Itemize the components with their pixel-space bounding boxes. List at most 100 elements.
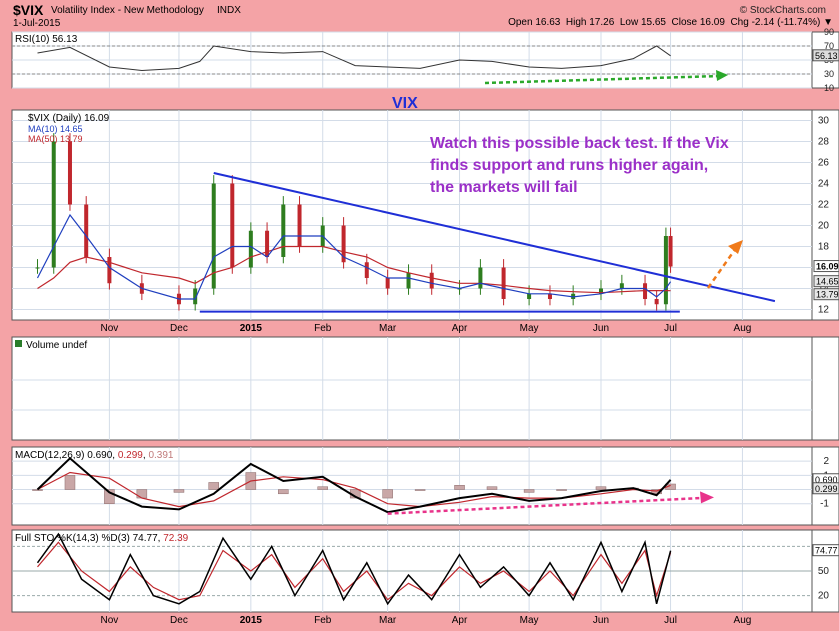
note-line-1: Watch this possible back test. If the Vi… (430, 135, 729, 152)
macd-tick-0: 2 (823, 456, 829, 467)
price-candle-0 (35, 267, 40, 269)
chart-name: Volatility Index - New Methodology (51, 5, 204, 16)
price-candle-4 (107, 257, 112, 284)
price-tick-5: 20 (818, 221, 830, 232)
trendline (213, 172, 776, 303)
macd-title: MACD(12,26,9) 0.690, 0.299, 0.391 (15, 450, 174, 461)
price-xlabel-8: Jul (664, 323, 677, 334)
macd-hist-bar-8 (317, 486, 328, 490)
price-candle-23 (527, 293, 532, 299)
macd-line (36, 456, 672, 514)
macd-hist-bar-4 (173, 489, 185, 493)
macd-title-part-5: 0.391 (148, 450, 173, 461)
macd-hist-bar-2 (104, 489, 115, 504)
macd-title-part-1: 0.690 (87, 450, 112, 461)
macd-last-label-0: 0.690 (815, 475, 838, 485)
price-tag-bg-2 (813, 288, 839, 301)
sto-title-part-2: , (158, 533, 164, 544)
macd-hist-bar-15 (556, 489, 567, 491)
sto-xlabel-8: Jul (664, 615, 677, 626)
price-candle-13 (297, 204, 302, 247)
price-candle-10 (248, 230, 253, 268)
price-xlabel-7: Jun (593, 323, 609, 334)
price-candle-24 (547, 293, 552, 299)
stockcharts-brand: © StockCharts.com (740, 5, 826, 16)
price-tick-6: 18 (818, 242, 830, 253)
volume-axis-bg (811, 336, 839, 441)
sto-title-part-3: 72.39 (163, 533, 188, 544)
ma50-legend: MA(50) 13.79 (28, 134, 83, 144)
sto-xlabel-7: Jun (593, 615, 609, 626)
price-xlabel-0: Nov (100, 323, 118, 334)
macd-title-part-0: MACD(12,26,9) (15, 450, 87, 461)
macd-hist-bar-5 (208, 482, 219, 490)
volume-legend-swatch (15, 340, 22, 347)
macd-title-part-2: , (112, 450, 118, 461)
sto-xlabel-0: Nov (100, 615, 118, 626)
macd-hist-bar-0 (32, 489, 43, 491)
price-candle-30 (663, 236, 668, 305)
price-candle-9 (230, 183, 235, 268)
price-tick-2: 26 (818, 158, 830, 169)
macd-last-label-1: 0.299 (815, 484, 838, 494)
price-candle-3 (84, 204, 89, 257)
macd-pink-arrow (387, 496, 701, 515)
rsi-tick-0: 90 (824, 27, 834, 37)
price-candle-31 (668, 236, 673, 267)
price-xlabel-6: May (520, 323, 539, 334)
price-candle-17 (385, 278, 390, 289)
price-tag-bg-0 (813, 260, 839, 273)
sto-last-tag (812, 544, 839, 557)
sto-xlabel-3: Feb (314, 615, 332, 626)
rsi-title: RSI(10) 56.13 (15, 34, 78, 45)
price-xlabel-1: Dec (170, 323, 188, 334)
rsi-last-label: 56.13 (815, 51, 838, 61)
macd-pink-arrowhead (700, 491, 714, 504)
macd-hist-bar-14 (523, 489, 535, 493)
macd-hist-bar-1 (64, 475, 76, 490)
macd-last-tag-1 (812, 482, 839, 495)
price-candle-27 (619, 283, 624, 289)
price-tag-1: 14.65 (816, 277, 839, 287)
ohlc-readout: Open 16.63 High 17.26 Low 15.65 Close 16… (508, 17, 833, 28)
price-candle-26 (598, 288, 603, 294)
macd-hist-bar-3 (136, 489, 148, 499)
sto-k-line (36, 532, 672, 606)
chart-date: 1-Jul-2015 (13, 18, 61, 29)
rsi-tick-1: 70 (824, 41, 834, 51)
sto-tick-1: 20 (818, 591, 830, 602)
price-tick-0: 30 (818, 116, 830, 127)
sto-xlabel-5: Apr (452, 615, 468, 626)
orange-arrowhead (728, 240, 743, 254)
orange-arrow (706, 247, 738, 289)
rsi-line (37, 45, 671, 72)
sto-tick-0: 50 (818, 566, 830, 577)
price-candle-1 (51, 141, 56, 268)
price-candle-7 (193, 288, 198, 305)
price-tag-bg-1 (813, 275, 839, 288)
price-candle-16 (364, 262, 369, 278)
macd-hist-bar-12 (454, 485, 465, 490)
sto-xlabel-2: 2015 (240, 615, 263, 626)
price-candle-11 (265, 230, 270, 257)
price-candle-15 (341, 225, 346, 263)
ma10-legend: MA(10) 14.65 (28, 124, 83, 134)
note-line-3: the markets will fail (430, 179, 578, 196)
price-xlabel-4: Mar (379, 323, 397, 334)
volume-panel-bg (11, 336, 813, 441)
sto-last-label: 74.77 (815, 546, 838, 556)
price-tick-3: 24 (818, 179, 830, 190)
macd-hist-bar-10 (382, 489, 393, 499)
vix-label: VIX (392, 95, 418, 112)
price-candle-8 (211, 183, 216, 289)
price-tick-4: 22 (818, 200, 830, 211)
sto-title-part-0: Full STO %K(14,3) %D(3) (15, 533, 133, 544)
macd-hist-bar-11 (414, 489, 426, 491)
macd-signal-line (37, 471, 671, 508)
price-candle-19 (429, 272, 434, 289)
macd-tick-3: -1 (820, 499, 829, 510)
macd-hist-bar-7 (278, 489, 289, 495)
sto-xlabel-1: Dec (170, 615, 188, 626)
panels: 9070503010RSI(10) 56.1356.13302826242220… (11, 27, 839, 626)
